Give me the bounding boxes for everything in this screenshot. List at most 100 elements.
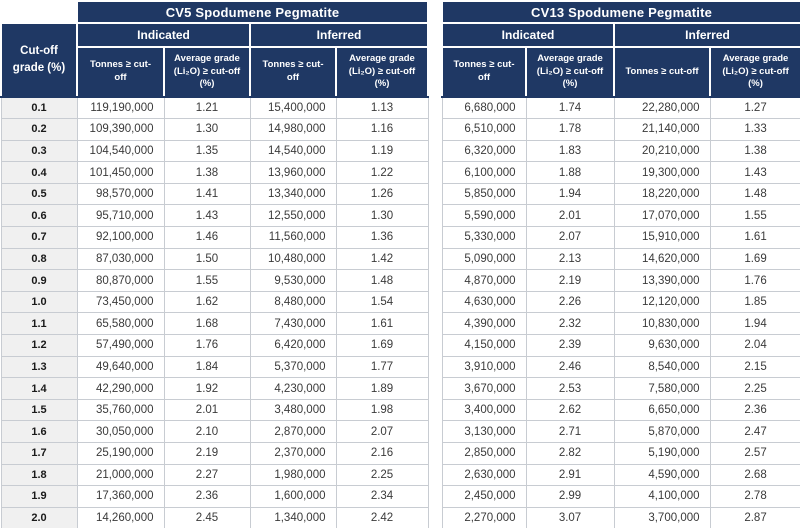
cutoff-value: 0.7	[0, 226, 78, 249]
cv13-inferred-grade-value: 1.76	[709, 269, 800, 292]
cv13-indicated-grade-value: 2.46	[525, 355, 615, 379]
table-gap	[427, 204, 443, 227]
cv5-inferred-tonnes-value: 13,960,000	[249, 161, 337, 184]
cv13-indicated-tonnes-value: 5,330,000	[441, 226, 527, 249]
cv5-inferred-tonnes-value: 6,420,000	[249, 334, 337, 357]
cv13-indicated-tonnes-value: 2,450,000	[441, 485, 527, 508]
table-row: 1.0 73,450,000 1.62 8,480,000 1.54 4,630…	[0, 290, 800, 314]
cv5-inferred-grade-value: 2.42	[335, 506, 429, 528]
cv13-inferred-grade-value: 2.68	[709, 463, 800, 487]
cv5-inferred-tonnes-value: 2,870,000	[249, 420, 337, 443]
table-row: 1.1 65,580,000 1.68 7,430,000 1.61 4,390…	[0, 312, 800, 336]
table-gap	[427, 140, 443, 162]
cv5-inferred-grade-value: 1.48	[335, 269, 429, 292]
cv5-inferred-tonnes-value: 5,370,000	[249, 355, 337, 379]
cv13-inferred-tonnes-value: 17,070,000	[613, 204, 711, 228]
cv5-indicated-grade-value: 1.50	[163, 247, 251, 271]
cv13-inferred-tonnes-value: 12,120,000	[613, 290, 711, 314]
cutoff-value: 1.3	[0, 355, 78, 379]
cv5-inferred-tonnes-value: 15,400,000	[249, 96, 337, 120]
cv5-inferred-tonnes-value: 8,480,000	[249, 290, 337, 314]
table-gap	[427, 291, 443, 313]
cv5-indicated-grade-value: 1.41	[163, 182, 251, 206]
cv13-indicated-tonnes-value: 6,680,000	[441, 96, 527, 120]
cv13-inferred-tonnes-value: 22,280,000	[613, 96, 711, 120]
cv13-inferred-tonnes-value: 4,100,000	[613, 485, 711, 508]
cv13-indicated-tonnes-value: 3,400,000	[441, 398, 527, 422]
cv13-indicated-tonnes-value: 4,630,000	[441, 290, 527, 314]
cv13-table-title: CV13 Spodumene Pegmatite	[441, 0, 800, 24]
cv13-indicated-tonnes-value: 6,510,000	[441, 118, 527, 141]
table-gap	[427, 464, 443, 486]
cv5-indicated-tonnes-value: 35,760,000	[76, 398, 165, 422]
cv5-inferred-grade-value: 1.77	[335, 355, 429, 379]
cv13-inferred-grade-value: 1.38	[709, 139, 800, 163]
cv5-inferred-header: Inferred	[248, 22, 430, 48]
cv5-inferred-grade-value: 2.16	[335, 442, 429, 465]
cv5-indicated-grade-value: 2.36	[163, 485, 251, 508]
cv5-inferred-tonnes-value: 2,370,000	[249, 442, 337, 465]
cv5-inferred-tonnes-value: 1,600,000	[249, 485, 337, 508]
cutoff-value: 1.1	[0, 312, 78, 336]
cv5-indicated-grade-value: 2.01	[163, 398, 251, 422]
cv5-indicated-tonnes-value: 30,050,000	[76, 420, 165, 443]
table-row: 0.1 119,190,000 1.21 15,400,000 1.13 6,6…	[0, 96, 800, 120]
cv5-indicated-tonnes-value: 73,450,000	[76, 290, 165, 314]
cv13-inferred-grade-value: 2.47	[709, 420, 800, 443]
table-row: 0.4 101,450,000 1.38 13,960,000 1.22 6,1…	[0, 161, 800, 184]
cv13-inferred-tonnes-value: 14,620,000	[613, 247, 711, 271]
cv13-inferred-tonnes-value: 9,630,000	[613, 334, 711, 357]
cv13-indicated-tonnes-value: 2,270,000	[441, 506, 527, 528]
cv13-inferred-tonnes-value: 20,210,000	[613, 139, 711, 163]
cv13-inferred-grade-value: 1.61	[709, 226, 800, 249]
cv5-indicated-header: Indicated	[76, 22, 251, 48]
table-row: 1.6 30,050,000 2.10 2,870,000 2.07 3,130…	[0, 420, 800, 443]
classification-row: Cut-off grade (%) Indicated Inferred Ind…	[0, 22, 800, 98]
cv5-indicated-grade-value: 1.76	[163, 334, 251, 357]
cv5-indicated-tonnes-value: 119,190,000	[76, 96, 165, 120]
cv13-indicated-grade-value: 1.74	[525, 96, 615, 120]
cv5-inferred-grade-value: 1.30	[335, 204, 429, 228]
cv5-indicated-tonnes-value: 14,260,000	[76, 506, 165, 528]
cv5-indicated-grade-value: 1.43	[163, 204, 251, 228]
cv5-indicated-grade-value: 2.27	[163, 463, 251, 487]
cutoff-value: 0.2	[0, 118, 78, 141]
cv5-inferred-grade-value: 1.36	[335, 226, 429, 249]
cv13-inferred-grade-value: 2.87	[709, 506, 800, 528]
cv13-indicated-grade-value: 2.99	[525, 485, 615, 508]
cv5-inferred-tonnes-value: 14,980,000	[249, 118, 337, 141]
cv13-indicated-tonnes-value: 6,320,000	[441, 139, 527, 163]
cv5-indicated-grade-value: 1.21	[163, 96, 251, 120]
table-gap	[427, 248, 443, 270]
cv5-inferred-tonnes-value: 9,530,000	[249, 269, 337, 292]
cv13-indicated-grade-value: 2.39	[525, 334, 615, 357]
cv13-inferred-tonnes-value: 13,390,000	[613, 269, 711, 292]
cv5-indicated-tonnes-value: 101,450,000	[76, 161, 165, 184]
cv13-inferred-grade-value: 1.55	[709, 204, 800, 228]
cv5-inferred-tonnes-value: 7,430,000	[249, 312, 337, 336]
cv13-inferred-tonnes-value: 10,830,000	[613, 312, 711, 336]
cv13-indicated-grade-value: 1.78	[525, 118, 615, 141]
cv5-indicated-grade-value: 1.38	[163, 161, 251, 184]
cutoff-value: 1.8	[0, 463, 78, 487]
cv13-indicated-tonnes-value: 4,150,000	[441, 334, 527, 357]
cv5-table-title: CV5 Spodumene Pegmatite	[75, 0, 430, 24]
table-gap	[427, 334, 443, 357]
cv5-inferred-tonnes-value: 1,980,000	[249, 463, 337, 487]
table-gap	[427, 442, 443, 465]
cv13-indicated-grade-header: Average grade (Li₂O) ≥ cut-off (%)	[525, 46, 616, 98]
cv5-indicated-tonnes-value: 42,290,000	[76, 377, 165, 400]
cutoff-value: 0.9	[0, 269, 78, 292]
cv13-indicated-grade-value: 2.01	[525, 204, 615, 228]
cv5-indicated-tonnes-value: 65,580,000	[76, 312, 165, 336]
cv5-inferred-tonnes-value: 4,230,000	[249, 377, 337, 400]
table-row: 0.9 80,870,000 1.55 9,530,000 1.48 4,870…	[0, 269, 800, 292]
cv13-inferred-tonnes-value: 3,700,000	[613, 506, 711, 528]
cv13-inferred-grade-header: Average grade (Li₂O) ≥ cut-off (%)	[709, 46, 800, 98]
cv13-inferred-grade-value: 1.94	[709, 312, 800, 336]
title-row: CV5 Spodumene Pegmatite CV13 Spodumene P…	[1, 0, 800, 24]
cutoff-value: 0.5	[0, 182, 78, 206]
cv13-inferred-tonnes-value: 5,190,000	[613, 442, 711, 465]
cv13-indicated-tonnes-value: 3,670,000	[441, 377, 527, 400]
cv13-indicated-grade-value: 2.71	[525, 420, 615, 443]
